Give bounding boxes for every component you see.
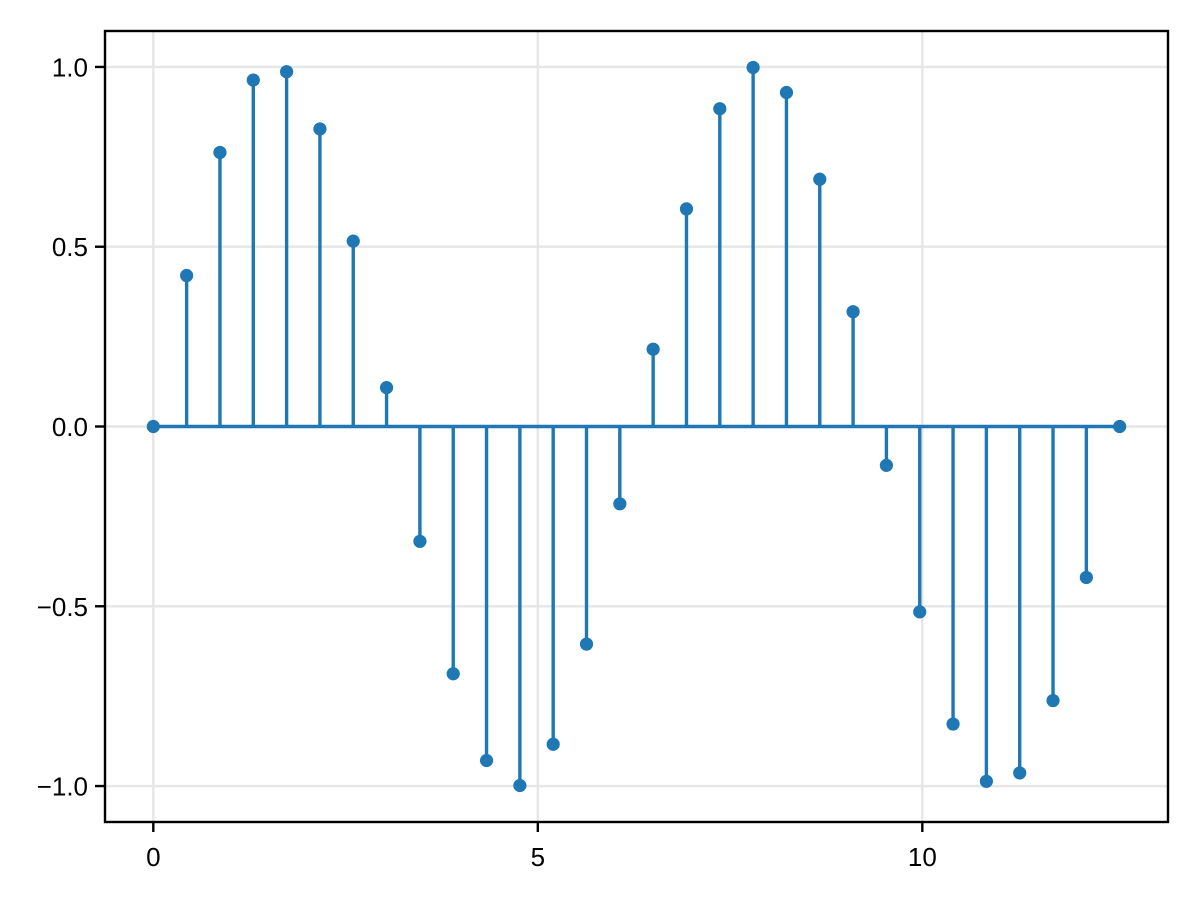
data-point-marker bbox=[846, 305, 860, 319]
data-point-marker bbox=[146, 419, 160, 434]
data-point-marker bbox=[979, 774, 993, 788]
data-point-marker bbox=[946, 717, 960, 731]
data-point-marker bbox=[813, 172, 827, 186]
data-point-marker bbox=[280, 65, 294, 79]
data-point-marker bbox=[546, 737, 560, 751]
y-axis-tick-label: 0.5 bbox=[52, 232, 88, 262]
data-point-marker bbox=[446, 667, 460, 681]
data-point-marker bbox=[346, 234, 360, 248]
data-point-marker bbox=[479, 753, 494, 768]
y-axis-tick-label: −0.5 bbox=[37, 592, 88, 622]
y-axis-tick-label: −1.0 bbox=[37, 772, 88, 802]
data-point-marker bbox=[779, 85, 794, 100]
data-point-marker bbox=[513, 778, 527, 793]
data-point-marker bbox=[180, 268, 194, 283]
data-point-marker bbox=[246, 73, 260, 87]
data-point-marker bbox=[879, 458, 894, 472]
x-axis-tick-label: 0 bbox=[146, 842, 160, 872]
data-point-marker bbox=[1013, 766, 1027, 780]
data-point-marker bbox=[1079, 570, 1093, 585]
data-point-marker bbox=[746, 60, 760, 75]
data-point-marker bbox=[579, 637, 594, 651]
data-point-marker bbox=[1046, 693, 1060, 708]
data-point-marker bbox=[413, 534, 427, 548]
data-point-marker bbox=[646, 342, 660, 356]
y-axis-tick-label: 1.0 bbox=[52, 52, 88, 82]
data-point-marker bbox=[1113, 419, 1127, 434]
x-axis-tick-label: 10 bbox=[908, 842, 937, 872]
data-point-marker bbox=[913, 605, 927, 619]
data-point-marker bbox=[613, 497, 627, 511]
data-point-marker bbox=[213, 145, 227, 160]
data-point-marker bbox=[713, 102, 727, 116]
y-axis-tick-label: 0.0 bbox=[52, 412, 88, 442]
data-point-marker bbox=[379, 381, 394, 395]
data-point-marker bbox=[679, 202, 694, 216]
x-axis-tick-label: 5 bbox=[531, 842, 545, 872]
data-point-marker bbox=[313, 122, 327, 136]
